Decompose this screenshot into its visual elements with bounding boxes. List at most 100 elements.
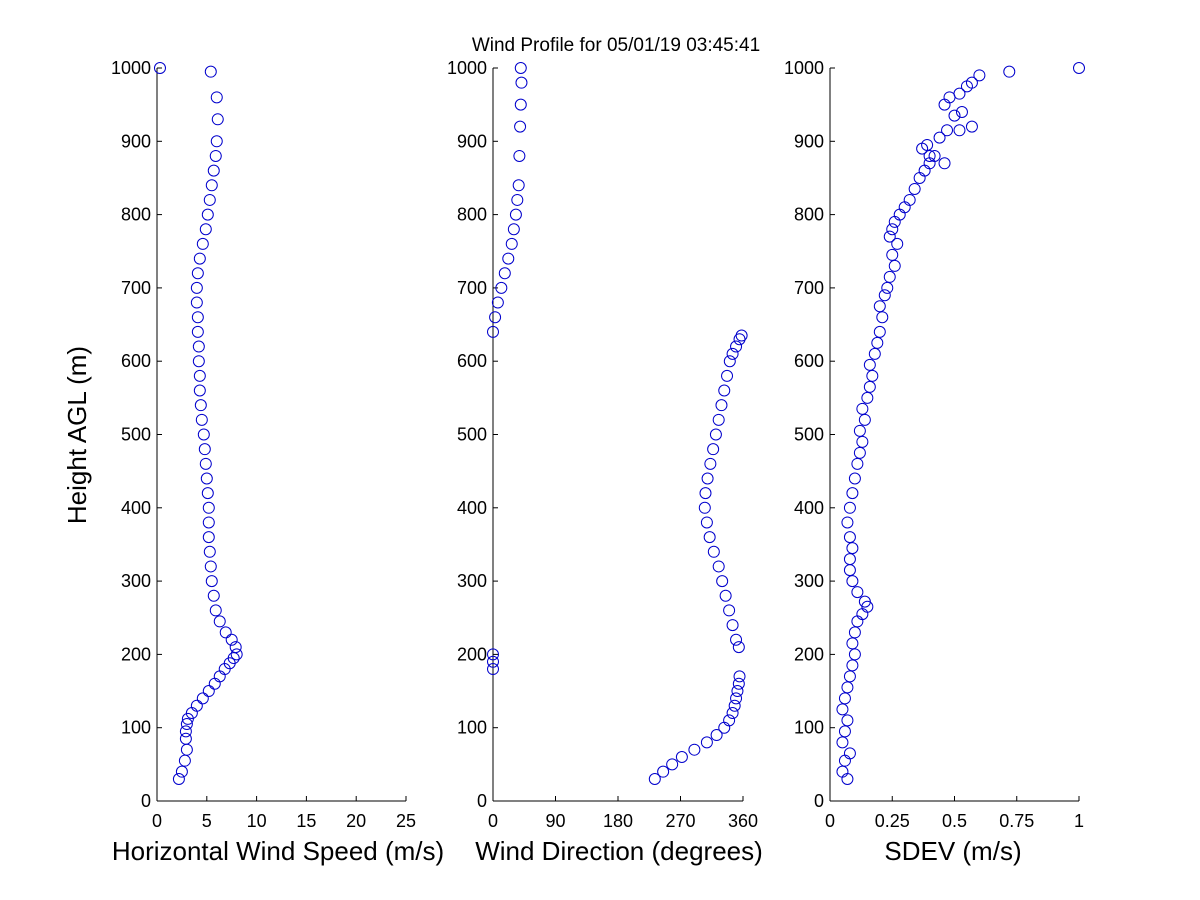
data-point	[843, 564, 856, 577]
y-tick-label: 100	[794, 718, 824, 738]
data-point	[205, 575, 218, 588]
data-point	[903, 193, 916, 206]
data-point	[898, 201, 911, 214]
data-point	[202, 685, 215, 698]
data-point	[723, 604, 736, 617]
y-tick-label: 600	[794, 351, 824, 371]
data-point	[730, 692, 743, 705]
data-point	[202, 516, 215, 529]
data-point	[853, 424, 866, 437]
y-tick-label: 400	[794, 498, 824, 518]
x-tick-label: 90	[545, 811, 565, 831]
data-point	[153, 62, 166, 74]
figure-title: Wind Profile for 05/01/19 03:45:41	[472, 35, 760, 56]
x-tick-label: 1	[1074, 811, 1084, 831]
y-tick-label: 0	[477, 791, 487, 811]
data-point	[487, 648, 499, 661]
data-point	[933, 131, 946, 144]
data-point	[953, 124, 966, 137]
data-point	[735, 329, 748, 342]
data-point	[703, 531, 716, 544]
y-tick-label: 600	[121, 351, 151, 371]
data-point	[730, 633, 743, 646]
x-axis-label-sdev: SDEV (m/s)	[884, 836, 1021, 866]
data-point	[511, 193, 524, 206]
data-point	[179, 725, 192, 738]
data-point	[943, 91, 956, 104]
data-point	[726, 347, 739, 360]
data-point	[688, 743, 701, 756]
data-point	[863, 380, 876, 393]
data-point	[203, 545, 216, 558]
data-point	[201, 208, 214, 221]
y-tick-label: 300	[794, 571, 824, 591]
data-point	[487, 663, 499, 676]
data-point	[709, 428, 722, 441]
data-point	[190, 281, 203, 294]
data-point	[513, 149, 526, 162]
data-point	[489, 311, 502, 324]
data-point	[675, 751, 688, 764]
data-point	[836, 703, 849, 716]
data-point	[873, 300, 886, 313]
x-axis-label-wind-direction: Wind Direction (degrees)	[475, 836, 763, 866]
data-point	[843, 531, 856, 544]
y-tick-label: 300	[457, 571, 487, 591]
data-point	[491, 296, 504, 309]
data-point	[846, 542, 859, 555]
data-point	[731, 685, 744, 698]
data-point	[841, 681, 854, 694]
y-tick-label: 900	[794, 131, 824, 151]
data-point	[891, 237, 904, 250]
y-tick-label: 800	[794, 205, 824, 225]
y-tick-label: 500	[457, 425, 487, 445]
x-tick-label: 0	[825, 811, 835, 831]
data-point	[191, 325, 204, 338]
y-tick-label: 200	[457, 644, 487, 664]
data-point	[194, 399, 207, 412]
data-point	[211, 113, 224, 126]
data-point	[698, 501, 711, 514]
data-point	[858, 595, 871, 608]
data-point	[858, 413, 871, 426]
data-point	[487, 655, 499, 668]
data-point	[193, 252, 206, 265]
y-tick-label: 400	[457, 498, 487, 518]
data-point	[838, 692, 851, 705]
data-point	[199, 457, 212, 470]
y-tick-label: 700	[794, 278, 824, 298]
x-tick-label: 5	[202, 811, 212, 831]
y-tick-label: 0	[814, 791, 824, 811]
data-point	[512, 179, 525, 192]
data-point	[180, 718, 193, 731]
data-point	[843, 501, 856, 514]
data-point	[701, 472, 714, 485]
data-point	[190, 296, 203, 309]
data-point	[843, 747, 856, 760]
panel-wind-direction: Wind Direction (degrees) 0 100 200 300 400 50…	[447, 58, 763, 866]
data-point	[213, 615, 226, 628]
y-axis-label-height: Height AGL (m)	[62, 346, 92, 524]
y-tick-label: 0	[141, 791, 151, 811]
data-point	[515, 76, 528, 89]
data-point	[848, 626, 861, 639]
x-tick-label: 15	[296, 811, 316, 831]
data-point	[938, 157, 951, 170]
data-point	[209, 149, 222, 162]
x-tick-label: 0.25	[875, 811, 910, 831]
y-tick-label: 1000	[784, 58, 824, 78]
data-point	[700, 736, 713, 749]
y-tick-label: 600	[457, 351, 487, 371]
data-point	[973, 69, 986, 82]
data-point	[838, 725, 851, 738]
y-tick-label: 500	[121, 425, 151, 445]
data-point	[732, 641, 745, 654]
y-tick-label: 800	[457, 205, 487, 225]
data-point	[846, 637, 859, 650]
data-point	[201, 487, 214, 500]
x-tick-label: 0	[152, 811, 162, 831]
data-point	[200, 472, 213, 485]
data-point	[175, 765, 188, 778]
data-point	[908, 182, 921, 195]
